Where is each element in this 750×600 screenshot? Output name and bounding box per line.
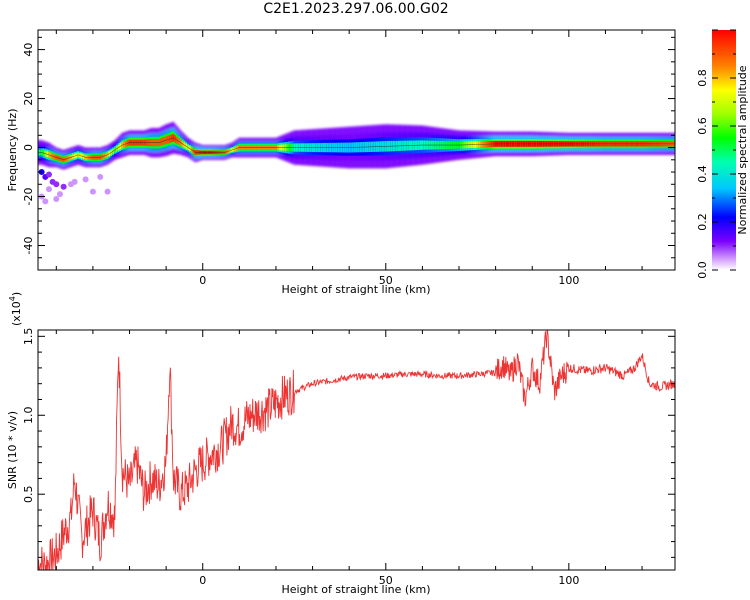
colorbar: [712, 30, 736, 270]
bottom-x-axis-label: Height of straight line (km): [281, 583, 430, 596]
top-x-tick-label: 100: [558, 274, 579, 287]
colorbar-tick-label: 0.4: [696, 165, 709, 183]
top-x-tick-label: 0: [199, 274, 206, 287]
bottom-axes: 0 50 100 0.5 1.0 1.5: [22, 328, 675, 587]
colorbar-tick-label: 0.6: [696, 117, 709, 135]
top-x-tick-label: 50: [379, 274, 393, 287]
colorbar-axis: 0.0 0.2 0.4 0.6 0.8: [696, 29, 736, 279]
heatmap-scatter-point: [82, 176, 89, 183]
top-y-tick-label: 0: [22, 144, 35, 151]
heatmap-scatter-point: [45, 171, 52, 178]
y-multiplier-exponent: 4: [8, 296, 17, 301]
bottom-x-tick-label: 100: [558, 574, 579, 587]
bottom-y-tick-label: 0.5: [22, 485, 35, 503]
top-x-axis-label: Height of straight line (km): [281, 283, 430, 296]
snr-line-plot: [38, 330, 675, 570]
colorbar-tick-label: 0.8: [696, 69, 709, 87]
bottom-x-tick-label: 0: [199, 574, 206, 587]
colorbar-tick-label: 0.2: [696, 213, 709, 231]
heatmap-scatter-point: [89, 188, 96, 195]
heatmap-scatter-point: [97, 173, 104, 180]
colorbar-tick-label: 0.0: [696, 261, 709, 279]
top-plot-frame: [37, 29, 676, 271]
top-y-axis-label: Frequency (Hz): [6, 109, 19, 192]
bottom-x-tick-label: 50: [379, 574, 393, 587]
heatmap-scatter-point: [60, 183, 67, 190]
bottom-y-tick-label: 1.0: [22, 407, 35, 425]
heatmap-scatter-point: [42, 198, 49, 205]
top-y-tick-label: 40: [22, 43, 35, 57]
top-axes: 0 50 100 -40 -20 0 20 40: [22, 30, 675, 287]
heatmap-scatter-point: [104, 188, 111, 195]
heatmap-scatter-point: [53, 181, 60, 188]
top-y-tick-label: 20: [22, 92, 35, 106]
colorbar-label: Normalized spectral amplitude: [736, 65, 749, 234]
heatmap-scatter-point: [53, 195, 60, 202]
bottom-plot-frame: [37, 329, 676, 571]
heatmap-scatter-point: [71, 178, 78, 185]
spectrogram-heatmap: [38, 121, 675, 205]
top-y-tick-label: -20: [22, 188, 35, 206]
heatmap-scatter-point: [45, 186, 52, 193]
y-multiplier-prefix: (x10: [10, 301, 23, 326]
snr-series-line: [38, 330, 675, 570]
top-y-tick-label: -40: [22, 237, 35, 255]
y-multiplier-label: (x104): [8, 292, 23, 326]
ridge-centerline: [38, 137, 675, 161]
svg-text:(x104): (x104): [8, 292, 23, 326]
plot-title: C2E1.2023.297.06.00.G02: [263, 1, 449, 17]
y-multiplier-close: ): [10, 292, 23, 296]
heatmap-scatter-point: [56, 191, 63, 198]
bottom-y-axis-label: SNR (10 * v/v): [6, 411, 19, 489]
bottom-y-tick-label: 1.5: [22, 328, 35, 346]
